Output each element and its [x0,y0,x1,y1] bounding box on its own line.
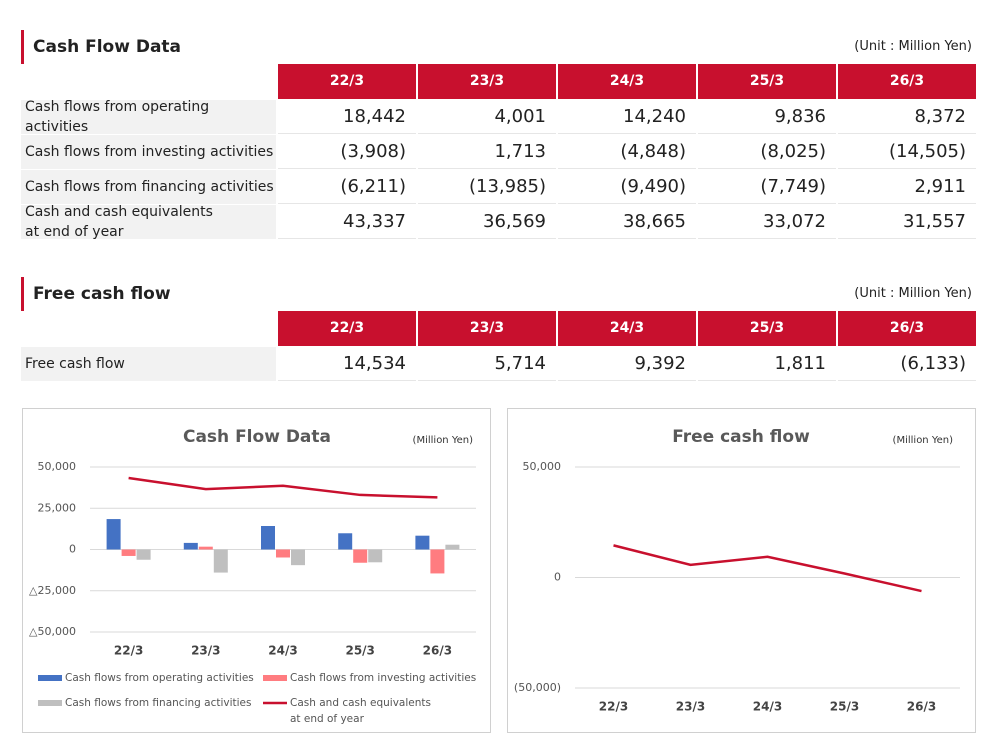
bar [445,544,460,550]
unit-label: (Million Yen) [893,435,954,446]
legend-swatch [263,675,287,681]
y-tick-label: △25,000 [29,584,76,597]
y-tick-label: 50,000 [38,460,77,473]
column-header: 23/3 [418,64,556,99]
bar [291,549,305,566]
x-tick-label: 23/3 [676,700,705,714]
bar [276,549,290,558]
unit-label: (Unit : Million Yen) [854,286,972,301]
bar [338,533,353,550]
chart-panel [507,408,976,733]
cell-value: (14,505) [838,135,976,169]
cell-value: 14,240 [558,100,696,134]
chart-panel [22,408,491,733]
cell-value: (9,490) [558,170,696,204]
bar [368,549,383,563]
y-tick-label: 0 [69,543,76,556]
column-header: 25/3 [698,64,836,99]
column-header: 22/3 [278,64,416,99]
x-tick-label: 25/3 [830,700,859,714]
column-header: 26/3 [838,311,976,346]
x-tick-label: 24/3 [753,700,782,714]
cell-value: (4,848) [558,135,696,169]
line [128,476,438,499]
column-header: 22/3 [278,311,416,346]
legend-label: Cash flows from operating activities [65,672,254,684]
cell-value: 1,713 [418,135,556,169]
x-tick-label: 23/3 [191,644,220,658]
row-label: Cash flows from financing activities [21,170,276,204]
cell-value: 9,392 [558,347,696,381]
chart-title: Cash Flow Data [183,427,331,447]
x-tick-label: 22/3 [599,700,628,714]
cell-value: 9,836 [698,100,836,134]
y-tick-label: 50,000 [523,460,562,473]
cell-value: (13,985) [418,170,556,204]
y-tick-label: 25,000 [38,501,77,514]
x-tick-label: 24/3 [268,644,297,658]
bar [261,526,275,550]
bar [353,549,368,563]
line [613,544,922,593]
bar [430,549,445,574]
legend-label: Cash and cash equivalents at end of year [290,697,431,725]
x-tick-label: 26/3 [907,700,936,714]
y-tick-label: 0 [554,571,561,584]
x-tick-label: 22/3 [114,644,143,658]
column-header: 24/3 [558,311,696,346]
column-header: 25/3 [698,311,836,346]
cell-value: 5,714 [418,347,556,381]
cell-value: 4,001 [418,100,556,134]
cell-value: 43,337 [278,205,416,239]
cell-value: 1,811 [698,347,836,381]
cell-value: (8,025) [698,135,836,169]
y-tick-label: (50,000) [514,681,561,694]
chart-title: Free cash flow [672,427,810,447]
section-title: Free cash flow [21,277,421,311]
x-tick-label: 26/3 [423,644,452,658]
bar [183,542,198,550]
cell-value: 8,372 [838,100,976,134]
bar [415,535,430,550]
bar [213,549,228,573]
legend-label: Cash flows from investing activities [290,672,477,684]
cell-value: 38,665 [558,205,696,239]
cell-value: 33,072 [698,205,836,239]
cell-value: 14,534 [278,347,416,381]
row-label: Cash flows from investing activities [21,135,276,169]
x-tick-label: 25/3 [345,644,374,658]
row-label: Cash flows from operating activities [21,99,276,135]
unit-label: (Unit : Million Yen) [854,39,972,54]
row-label: Cash and cash equivalents at end of year [21,204,276,240]
cell-value: 31,557 [838,205,976,239]
cell-value: 36,569 [418,205,556,239]
bar [121,549,136,556]
unit-label: (Million Yen) [413,435,474,446]
cell-value: (6,133) [838,347,976,381]
bar [198,546,213,550]
bar [136,549,151,560]
column-header: 23/3 [418,311,556,346]
cell-value: 2,911 [838,170,976,204]
row-label: Free cash flow [21,347,276,381]
cell-value: (6,211) [278,170,416,204]
legend-swatch [38,700,62,706]
cell-value: (7,749) [698,170,836,204]
column-header: 24/3 [558,64,696,99]
cell-value: (3,908) [278,135,416,169]
cell-value: 18,442 [278,100,416,134]
y-tick-label: △50,000 [29,625,76,638]
section-title: Cash Flow Data [21,30,421,64]
bar [106,519,121,550]
column-header: 26/3 [838,64,976,99]
legend-label: Cash flows from financing activities [65,697,252,709]
legend-swatch [38,675,62,681]
